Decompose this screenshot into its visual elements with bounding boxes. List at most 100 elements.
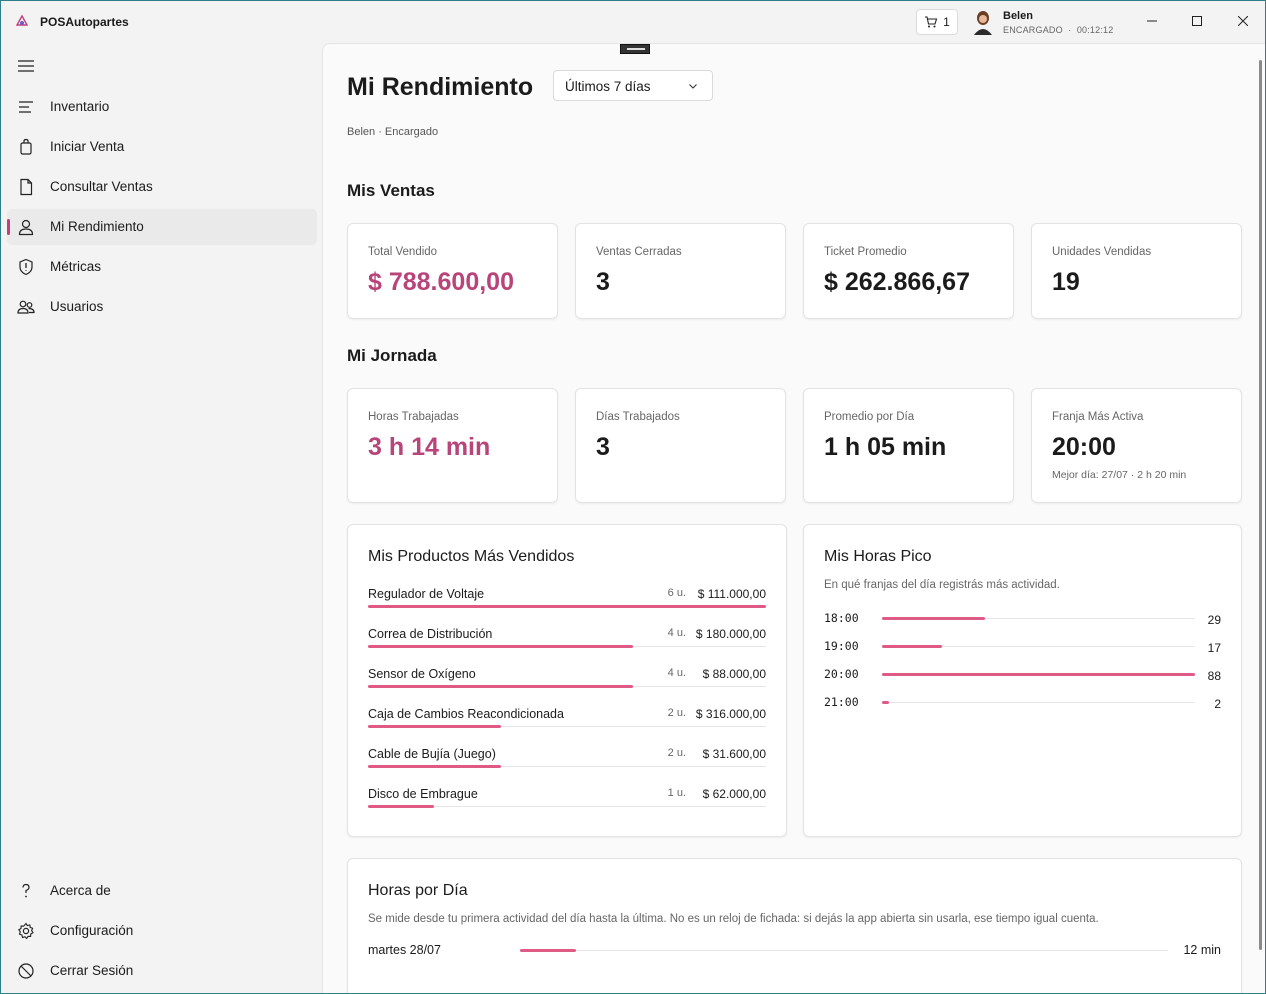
- sidebar: Inventario Iniciar Venta Consultar Venta…: [1, 43, 322, 993]
- stat-label: Total Vendido: [368, 246, 438, 258]
- sidebar-item-metricas[interactable]: Métricas: [7, 249, 317, 285]
- page-title: Mi Rendimiento: [347, 73, 534, 101]
- product-row: Cable de Bujía (Juego) 2 u. $ 31.600,00: [368, 747, 766, 783]
- panel-subtitle: Se mide desde tu primera actividad del d…: [368, 913, 1099, 925]
- sidebar-item-label: Mi Rendimiento: [50, 219, 144, 234]
- minimize-icon: [1147, 20, 1157, 22]
- peak-bar-fill: [882, 701, 890, 704]
- peak-count: 17: [1207, 641, 1221, 655]
- sidebar-item-cerrar-sesion[interactable]: Cerrar Sesión: [7, 953, 317, 989]
- stat-card-ticket-promedio: Ticket Promedio $ 262.866,67: [803, 223, 1014, 319]
- page-subtitle: Belen · Encargado: [347, 126, 439, 138]
- sidebar-item-consultar-ventas[interactable]: Consultar Ventas: [7, 169, 317, 205]
- product-bar-fill: [368, 685, 634, 688]
- peak-count: 29: [1207, 613, 1221, 627]
- stat-value: 1 h 05 min: [824, 433, 947, 461]
- avatar[interactable]: [971, 9, 995, 35]
- peak-bar-track: [882, 702, 1195, 703]
- cart-button[interactable]: 1: [916, 9, 958, 35]
- sidebar-item-label: Acerca de: [50, 883, 111, 898]
- panel-title: Mis Productos Más Vendidos: [368, 548, 575, 565]
- panel-title: Mis Horas Pico: [824, 548, 932, 565]
- close-button[interactable]: [1220, 7, 1265, 35]
- product-qty: 4 u.: [667, 667, 686, 679]
- product-bar-fill: [368, 605, 766, 608]
- product-bar-track: [368, 726, 766, 727]
- sidebar-item-label: Configuración: [50, 923, 134, 938]
- panel-title: Horas por Día: [368, 882, 468, 899]
- product-qty: 6 u.: [667, 587, 686, 599]
- product-amount: $ 62.000,00: [702, 787, 766, 801]
- gear-icon: [17, 922, 34, 940]
- peak-row: 21:00 2: [824, 695, 1221, 715]
- cart-icon: [925, 16, 938, 28]
- peak-bar-fill: [882, 673, 1195, 676]
- maximize-icon: [1192, 16, 1202, 26]
- help-icon: [22, 883, 30, 898]
- close-icon: [1238, 16, 1248, 26]
- sidebar-item-label: Usuarios: [50, 299, 104, 314]
- hamburger-menu-icon[interactable]: [17, 59, 35, 73]
- sidebar-item-label: Inventario: [50, 99, 110, 114]
- chevron-down-icon: [689, 84, 697, 89]
- range-select[interactable]: Últimos 7 días: [553, 70, 713, 101]
- stat-value: 19: [1052, 268, 1080, 296]
- product-bar-fill: [368, 765, 501, 768]
- product-name: Caja de Cambios Reacondicionada: [368, 707, 564, 721]
- peak-hour: 21:00: [824, 695, 859, 709]
- maximize-button[interactable]: [1174, 7, 1220, 35]
- top-products-panel: Mis Productos Más Vendidos Regulador de …: [347, 524, 787, 837]
- hours-per-day-panel: Horas por Día Se mide desde tu primera a…: [347, 858, 1242, 993]
- product-amount: $ 316.000,00: [695, 707, 766, 721]
- cart-count: 1: [943, 15, 950, 29]
- stat-value: 3 h 14 min: [368, 433, 491, 461]
- stat-value: $ 788.600,00: [368, 268, 514, 296]
- stat-value: 20:00: [1052, 433, 1116, 461]
- sidebar-item-configuracion[interactable]: Configuración: [7, 913, 317, 949]
- stat-card-ventas-cerradas: Ventas Cerradas 3: [575, 223, 786, 319]
- product-amount: $ 31.600,00: [702, 747, 766, 761]
- bag-icon: [20, 138, 32, 155]
- stat-card-promedio-dia: Promedio por Día 1 h 05 min: [803, 388, 1014, 503]
- app-title: POSAutopartes: [40, 15, 129, 29]
- list-icon: [19, 101, 33, 113]
- product-name: Cable de Bujía (Juego): [368, 747, 496, 761]
- product-amount: $ 88.000,00: [702, 667, 766, 681]
- product-bar-track: [368, 806, 766, 807]
- product-qty: 2 u.: [667, 707, 686, 719]
- people-icon: [17, 300, 35, 314]
- document-icon: [20, 178, 33, 196]
- sidebar-item-label: Iniciar Venta: [50, 139, 125, 154]
- minimize-button[interactable]: [1129, 7, 1175, 35]
- app-logo-icon: [15, 14, 29, 26]
- product-qty: 2 u.: [667, 747, 686, 759]
- product-row: Sensor de Oxígeno 4 u. $ 88.000,00: [368, 667, 766, 703]
- product-name: Regulador de Voltaje: [368, 587, 485, 601]
- scrollbar[interactable]: [1259, 60, 1262, 950]
- product-amount: $ 180.000,00: [695, 627, 766, 641]
- drag-handle[interactable]: [620, 44, 650, 54]
- stat-card-unidades-vendidas: Unidades Vendidas 19: [1031, 223, 1242, 319]
- sidebar-item-iniciar-venta[interactable]: Iniciar Venta: [7, 129, 317, 165]
- sidebar-item-mi-rendimiento[interactable]: Mi Rendimiento: [7, 209, 317, 245]
- peak-hour: 19:00: [824, 639, 859, 653]
- peak-hour: 20:00: [824, 667, 859, 681]
- stat-label: Horas Trabajadas: [368, 411, 459, 423]
- day-bar-track: [520, 950, 1168, 951]
- panel-subtitle: En qué franjas del día registrás más act…: [824, 579, 1060, 591]
- product-bar-track: [368, 766, 766, 767]
- product-qty: 1 u.: [667, 787, 686, 799]
- stat-label: Días Trabajados: [596, 411, 680, 423]
- peak-bar-fill: [882, 645, 943, 648]
- sidebar-item-inventario[interactable]: Inventario: [7, 89, 317, 125]
- stat-value: 3: [596, 268, 610, 296]
- sidebar-item-acerca-de[interactable]: Acerca de: [7, 873, 317, 909]
- peak-bar-track: [882, 618, 1195, 619]
- shield-icon: [19, 258, 33, 276]
- sidebar-item-usuarios[interactable]: Usuarios: [7, 289, 317, 325]
- product-row: Correa de Distribución 4 u. $ 180.000,00: [368, 627, 766, 663]
- product-bar-fill: [368, 805, 435, 808]
- stat-label: Ticket Promedio: [824, 246, 907, 258]
- logout-icon: [18, 963, 34, 979]
